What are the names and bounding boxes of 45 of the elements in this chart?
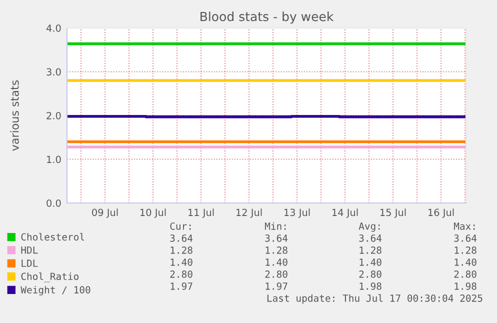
text: 1.28 <box>266 246 288 254</box>
text: Min: <box>264 222 286 230</box>
text: 2.80 <box>359 270 382 278</box>
chart-title: Blood stats - by week <box>200 12 334 24</box>
text: 1.28 <box>360 246 382 254</box>
legend-label: Weight / 100 <box>20 286 90 296</box>
text: 1.28 <box>454 246 476 254</box>
text: 1.28 <box>170 246 192 254</box>
y-tick-label: 0.0 <box>46 199 61 207</box>
legend-label: Cholesterol <box>21 233 84 241</box>
text: Avg: <box>358 222 380 232</box>
x-tick-label: 14 Jul <box>332 208 358 218</box>
text: 1.40 <box>170 258 192 266</box>
text: 2.80 <box>170 270 192 278</box>
text: 1.40 <box>266 258 288 266</box>
text: 1.97 <box>170 282 192 290</box>
text: 3.64 <box>359 234 382 242</box>
x-tick-label: 12 Jul <box>236 208 262 218</box>
legend-label: Chol_Ratio <box>21 272 79 282</box>
text: Max: <box>454 222 475 230</box>
x-tick-label: 11 Jul <box>188 208 214 218</box>
legend-label: HDL <box>21 246 38 254</box>
y-axis-title: various stats <box>10 80 19 151</box>
x-tick-label: 10 Jul <box>140 208 166 218</box>
text: 1.98 <box>360 282 382 290</box>
text: 1.97 <box>266 282 288 290</box>
x-tick-label: 15 Jul <box>380 208 406 218</box>
x-tick-label: 16 Jul <box>428 208 454 218</box>
x-tick-label: 13 Jul <box>284 208 310 218</box>
x-tick-label: 09 Jul <box>92 208 118 218</box>
text: 2.80 <box>265 270 288 278</box>
text: 3.64 <box>454 234 477 242</box>
y-tick-label: 3.0 <box>46 68 61 76</box>
text: 1.98 <box>454 282 476 290</box>
text: 2.80 <box>454 270 476 278</box>
text: Cur: <box>170 222 191 230</box>
y-tick-label: 2.0 <box>46 112 61 120</box>
text: 3.64 <box>170 234 193 242</box>
text: 1.40 <box>360 258 382 266</box>
text: 3.64 <box>265 234 288 242</box>
text: Last update: Thu Jul 17 00:30:04 2025 <box>267 294 482 304</box>
y-tick-label: 4.0 <box>46 24 61 32</box>
y-tick-label: 1.0 <box>47 156 61 164</box>
legend-label: LDL <box>22 260 38 267</box>
text: 1.40 <box>454 258 476 266</box>
